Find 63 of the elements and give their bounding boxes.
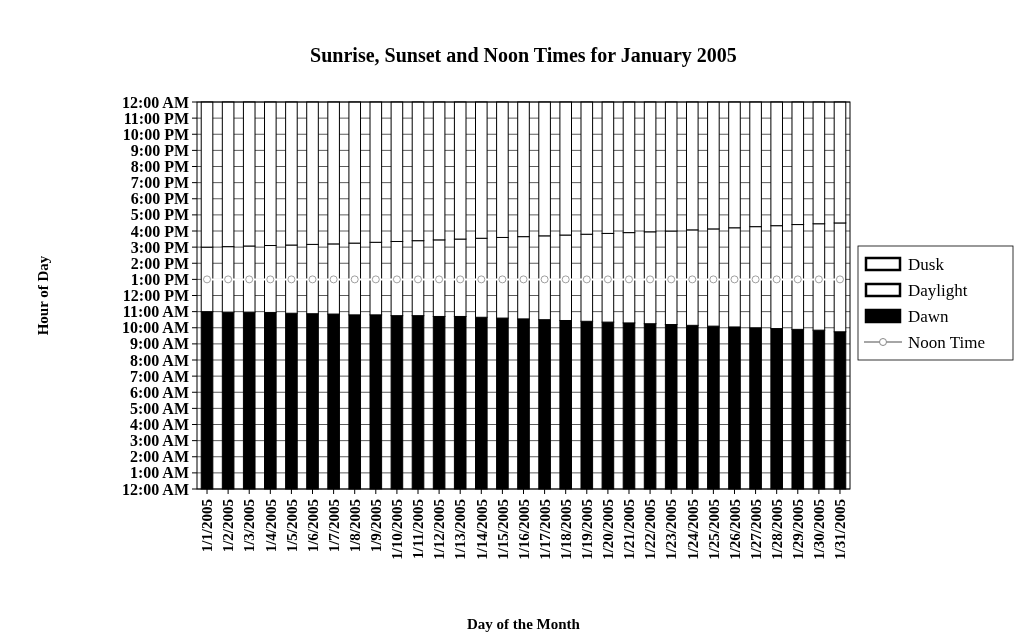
y-tick-label: 3:00 PM (130, 238, 189, 256)
y-tick-label: 10:00 AM (121, 319, 189, 337)
y-tick-label: 4:00 PM (130, 222, 189, 240)
y-tick-label: 12:00 AM (121, 480, 189, 498)
y-tick-label: 6:00 AM (129, 383, 189, 401)
y-tick-label: 2:00 PM (130, 254, 189, 272)
x-tick-label: 1/27/2005 (747, 499, 764, 560)
x-tick-label: 1/10/2005 (389, 499, 406, 560)
y-tick-label: 8:00 PM (130, 158, 189, 176)
x-tick-label: 1/15/2005 (494, 499, 511, 560)
legend-label: Dusk (908, 254, 945, 274)
y-tick-label: 4:00 AM (129, 416, 189, 434)
y-tick-label: 11:00 PM (123, 109, 189, 127)
x-tick-label: 1/1/2005 (199, 499, 216, 553)
x-tick-label: 1/13/2005 (452, 499, 469, 560)
x-tick-label: 1/2/2005 (220, 499, 237, 553)
x-tick-label: 1/30/2005 (811, 499, 828, 560)
x-tick-label: 1/19/2005 (579, 499, 596, 560)
y-tick-label: 9:00 AM (129, 335, 189, 353)
x-tick-label: 1/16/2005 (515, 499, 532, 560)
x-tick-label: 1/18/2005 (557, 499, 574, 560)
x-tick-label: 1/25/2005 (705, 499, 722, 560)
x-tick-label: 1/17/2005 (536, 499, 553, 560)
legend-label: Noon Time (908, 332, 985, 352)
y-tick-label: 12:00 PM (122, 287, 189, 305)
y-tick-label: 5:00 AM (129, 399, 189, 417)
x-tick-label: 1/11/2005 (410, 499, 427, 560)
x-tick-label: 1/20/2005 (600, 499, 617, 560)
y-tick-label: 3:00 AM (129, 432, 189, 450)
x-tick-label: 1/9/2005 (368, 499, 385, 553)
x-tick-label: 1/4/2005 (262, 499, 279, 553)
y-tick-label: 8:00 AM (129, 351, 189, 369)
legend-label: Dawn (908, 306, 950, 326)
y-tick-label: 12:00 AM (121, 93, 189, 111)
y-tick-label: 9:00 PM (130, 141, 189, 159)
x-tick-label: 1/31/2005 (832, 499, 849, 560)
x-tick-label: 1/8/2005 (346, 499, 363, 553)
x-axis-title: Day of the Month (467, 616, 581, 632)
x-tick-label: 1/29/2005 (790, 499, 807, 560)
x-tick-label: 1/3/2005 (241, 499, 258, 553)
x-tick-label: 1/24/2005 (684, 499, 701, 560)
x-tick-label: 1/22/2005 (642, 499, 659, 560)
x-tick-label: 1/26/2005 (726, 499, 743, 560)
y-tick-label: 6:00 PM (130, 190, 189, 208)
y-tick-label: 7:00 AM (129, 367, 189, 385)
chart-title: Sunrise, Sunset and Noon Times for January 2005 (310, 44, 737, 67)
x-tick-label: 1/23/2005 (663, 499, 680, 560)
y-tick-label: 1:00 PM (130, 270, 189, 288)
x-tick-label: 1/6/2005 (304, 499, 321, 553)
y-tick-label: 7:00 PM (130, 174, 189, 192)
y-tick-label: 2:00 AM (129, 448, 189, 466)
x-tick-label: 1/7/2005 (325, 499, 342, 553)
y-tick-label: 10:00 PM (122, 125, 189, 143)
x-tick-label: 1/5/2005 (283, 499, 300, 553)
y-tick-label: 1:00 AM (129, 464, 189, 482)
x-tick-label: 1/28/2005 (768, 499, 785, 560)
y-axis-title: Hour of Day (35, 255, 51, 336)
x-tick-label: 1/12/2005 (431, 499, 448, 560)
legend-label: Daylight (908, 280, 968, 300)
y-tick-label: 11:00 AM (122, 303, 189, 321)
y-tick-label: 5:00 PM (130, 206, 189, 224)
x-tick-label: 1/21/2005 (621, 499, 638, 560)
x-tick-label: 1/14/2005 (473, 499, 490, 560)
